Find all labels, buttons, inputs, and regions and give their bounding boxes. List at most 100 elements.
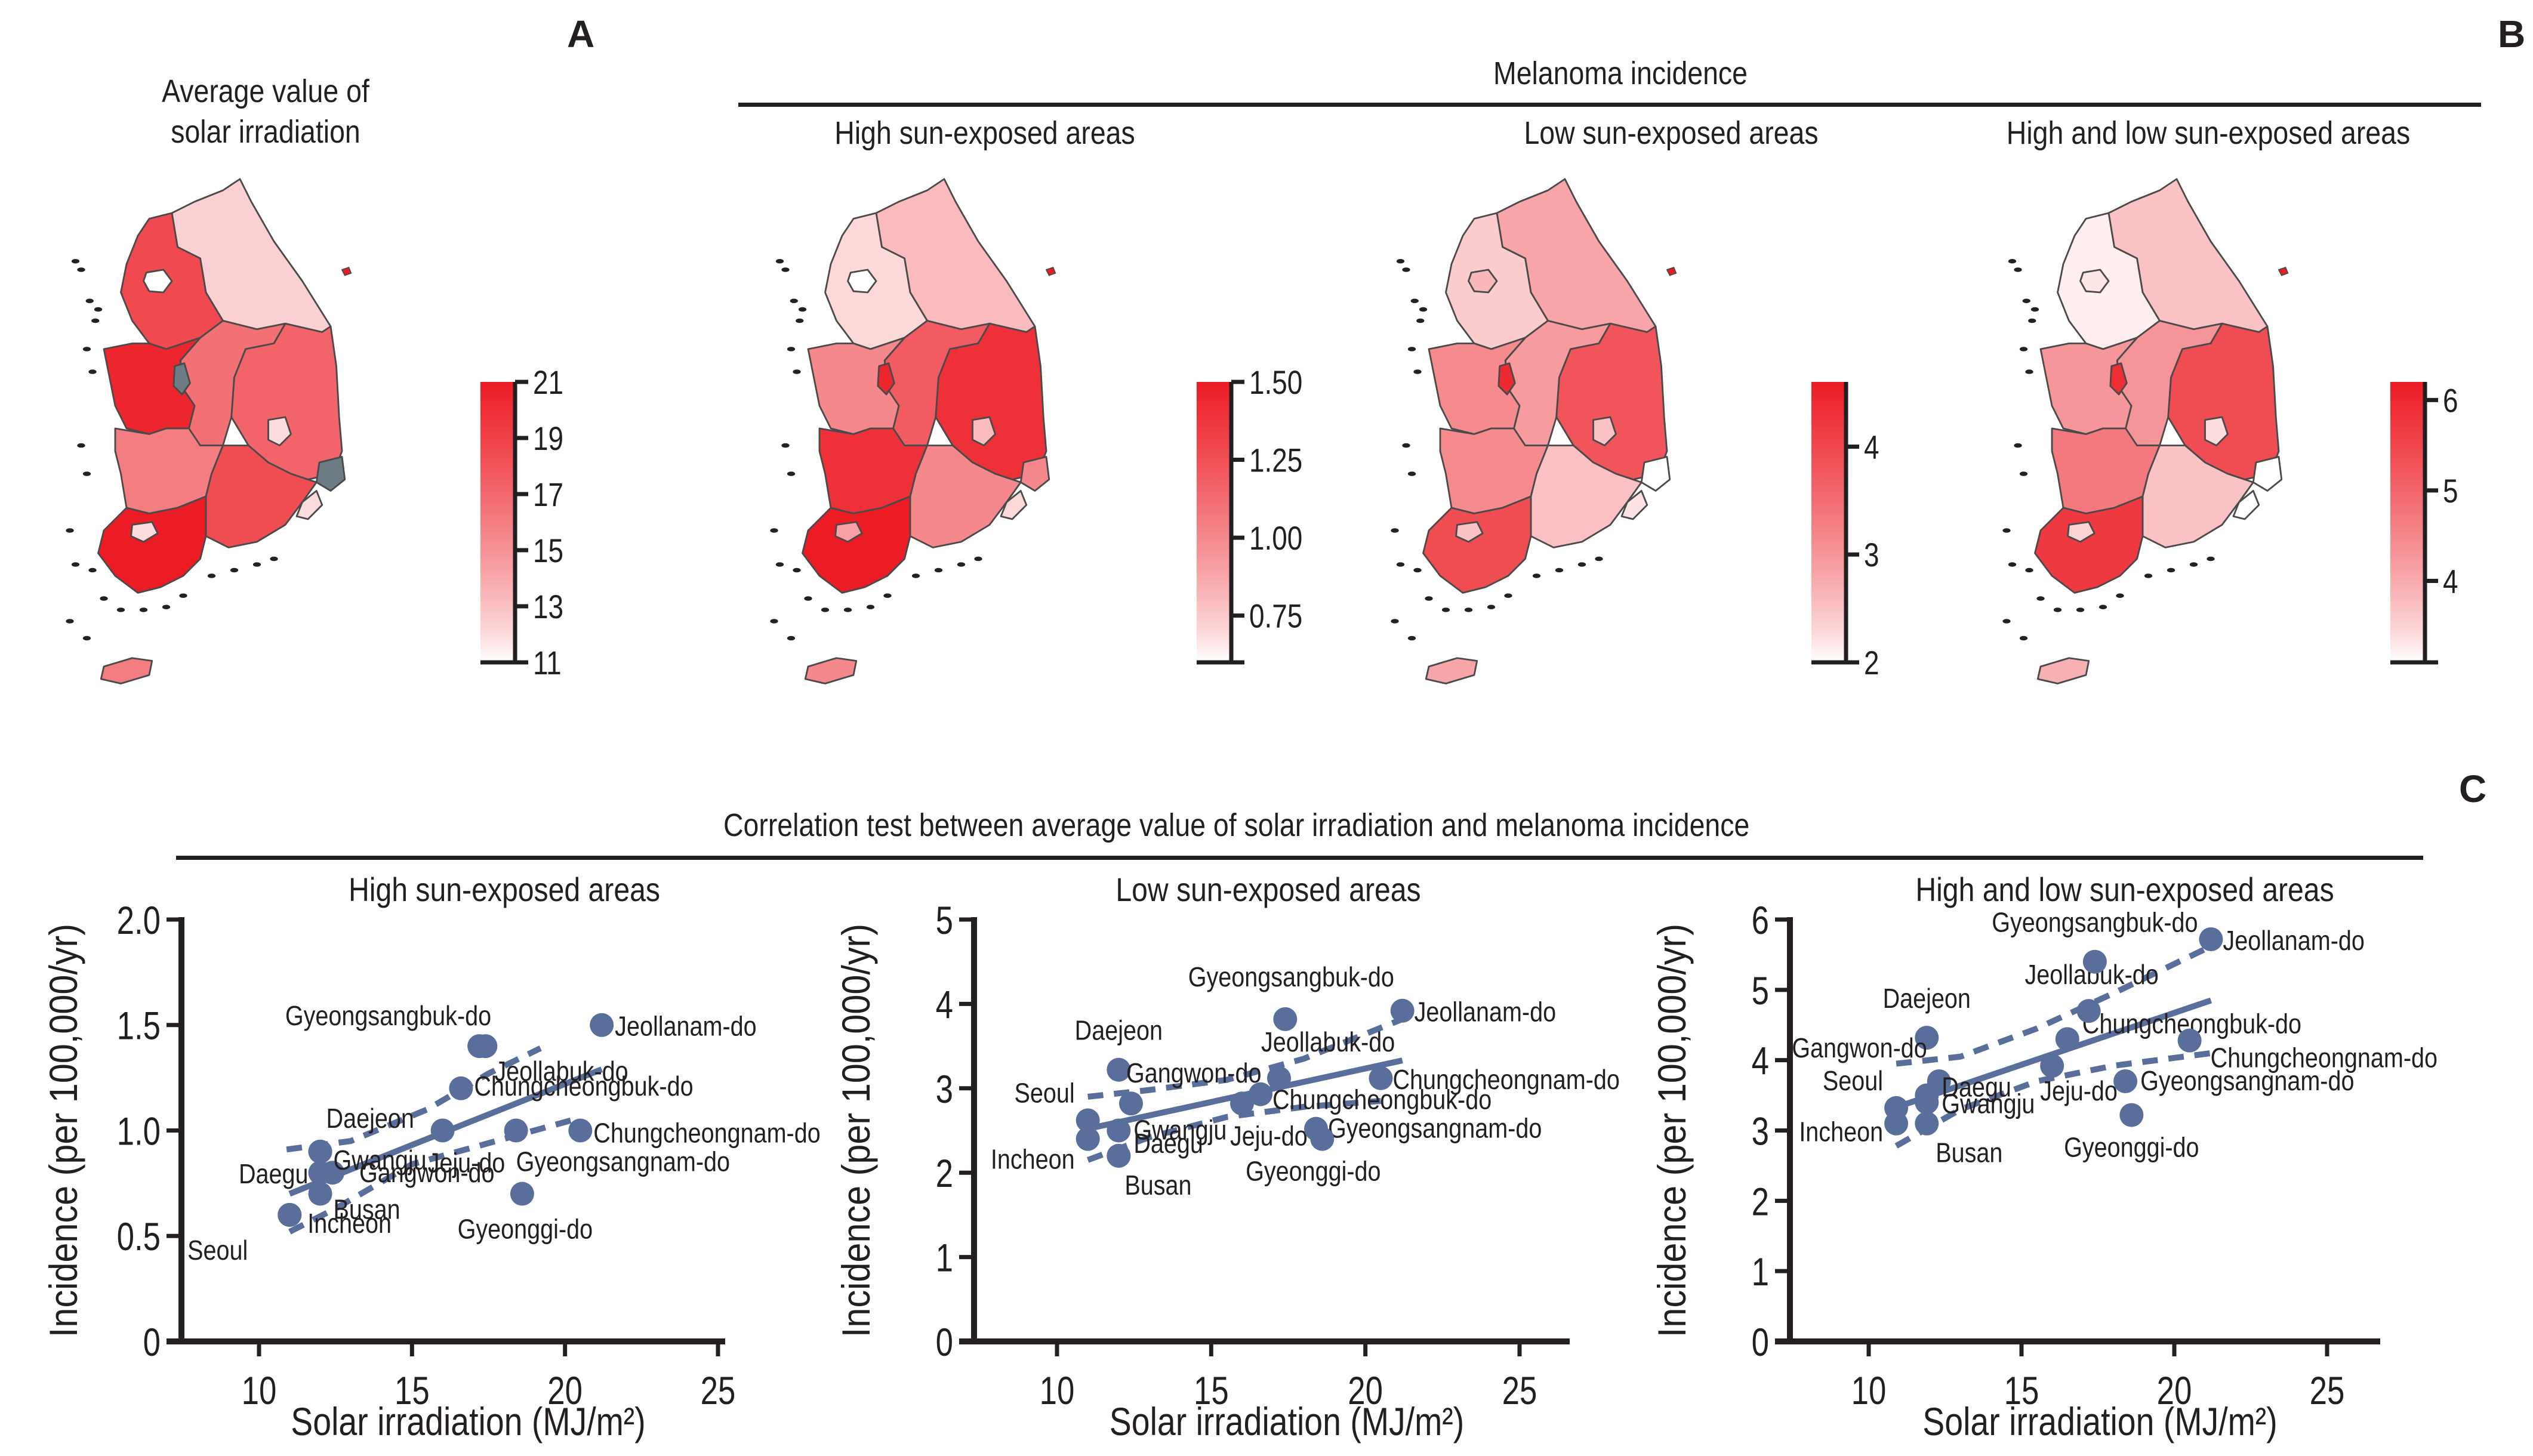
data-point-label: Gyeongsangbuk-do — [1992, 908, 2198, 938]
y-tick-label: 6 — [1752, 898, 1769, 942]
map-islet — [2025, 567, 2033, 573]
map-islet-dokdo — [1045, 267, 1056, 276]
x-tick-label: 10 — [242, 1368, 277, 1412]
y-tick-label: 4 — [936, 983, 953, 1027]
y-tick-label: 2 — [1752, 1180, 1769, 1224]
data-point — [590, 1013, 614, 1037]
map-region-ulsan — [2252, 456, 2283, 492]
data-point-label: Chungcheongnam-do — [593, 1118, 820, 1149]
map-islet — [77, 443, 85, 448]
y-tick-label: 3 — [936, 1067, 953, 1111]
map-islet — [2008, 562, 2017, 567]
map-islet — [911, 573, 920, 578]
map-region-gwangju — [2067, 521, 2096, 543]
map-islet — [1407, 636, 1416, 641]
map-islet — [1555, 567, 1564, 573]
ci-upper-line — [1896, 943, 2212, 1067]
map-islet — [2022, 298, 2030, 304]
data-point — [308, 1139, 332, 1164]
map-islet — [1464, 607, 1473, 612]
map-islet — [1402, 267, 1410, 272]
data-point — [473, 1034, 498, 1059]
map-islet — [82, 636, 91, 641]
map-islet — [2019, 636, 2028, 641]
map-islet — [1487, 604, 1496, 610]
map-a-title-line1: Average value of — [162, 73, 369, 109]
ci-lower-line — [1894, 1050, 2212, 1149]
map-islet — [82, 471, 91, 476]
data-point-label: Jeollanam-do — [615, 1011, 756, 1042]
map-islet — [2144, 573, 2153, 578]
y-tick-label: 5 — [1752, 968, 1769, 1013]
x-axis-label: Solar irradiation (MJ/m²) — [291, 1399, 645, 1443]
y-tick-label: 0 — [1752, 1320, 1769, 1364]
map-islet — [790, 298, 798, 304]
map-region-gwangju — [130, 521, 159, 543]
data-point — [449, 1076, 473, 1100]
map-region-jeollanam-do — [1422, 495, 1532, 594]
data-point — [321, 1161, 345, 1185]
data-point — [568, 1118, 593, 1143]
y-tick-label: 3 — [1752, 1109, 1769, 1153]
map-islet — [82, 347, 91, 351]
map-region-busan — [295, 490, 323, 520]
data-point — [430, 1118, 455, 1143]
colorbar-gradient — [1197, 382, 1229, 662]
map-islet — [207, 573, 216, 578]
map-region-gwangju — [834, 521, 863, 543]
map-solar — [66, 178, 352, 684]
map-islet — [71, 562, 80, 567]
data-point-label: Gyeonggi-do — [2064, 1133, 2199, 1163]
map-islet — [775, 258, 784, 264]
data-point-label: Daejeon — [1883, 983, 1971, 1014]
map-islet — [1402, 443, 1410, 448]
plot-title: High sun-exposed areas — [349, 872, 660, 909]
map-islet — [1391, 528, 1399, 533]
map-region-jeju-do — [100, 657, 153, 684]
data-point-label: Gyeongsangnam-do — [516, 1147, 730, 1177]
colorbar-both: 4 5 6 — [2390, 382, 2458, 665]
data-point — [510, 1182, 534, 1206]
map-islet — [793, 567, 801, 573]
map-islet — [1419, 307, 1428, 312]
data-point-label: Daejeon — [1075, 1016, 1163, 1046]
y-axis-label: Incidence (per 100,000/yr) — [42, 924, 86, 1337]
data-point-label: Gyeongsangnam-do — [2140, 1066, 2354, 1096]
map-islet — [2207, 556, 2215, 562]
data-point-label: Gyeongsangbuk-do — [1188, 962, 1394, 992]
map-islet — [866, 604, 875, 610]
scatter-plot-3: High and low sun-exposed areas 0 1 2 3 4 5 6 10 1… — [1650, 872, 2438, 1443]
map-islet — [2019, 471, 2028, 476]
x-tick-label: 20 — [1348, 1368, 1383, 1412]
y-tick-label: 0 — [936, 1320, 953, 1364]
colorbar-solar: 11 13 15 17 19 21 — [480, 364, 563, 681]
data-point-label: Chungcheongbuk-do — [474, 1071, 693, 1102]
data-point-label: Gangwon-do — [359, 1158, 494, 1188]
regression-line — [1895, 997, 2212, 1110]
data-point-label: Incheon — [991, 1145, 1075, 1175]
map-low — [1391, 178, 1677, 684]
data-point-label: Jeollabuk-do — [494, 1056, 628, 1087]
data-point — [1249, 1082, 1272, 1106]
map-high — [770, 178, 1056, 684]
data-point — [1107, 1118, 1131, 1143]
map-a-title-line2: solar irradiation — [171, 114, 360, 150]
map-islet — [957, 562, 966, 567]
data-point-label: Incheon — [307, 1208, 392, 1239]
colorbar-tick-label: 4 — [1864, 428, 1879, 465]
map-region-chungcheongnam-do — [103, 337, 201, 435]
map-region-daejeon — [877, 362, 895, 396]
map-region-chungcheongnam-do — [807, 337, 905, 435]
data-point-label: Seoul — [1823, 1066, 1883, 1096]
colorbar-tick-label: 1.00 — [1249, 520, 1302, 557]
colorbar-tick-label: 21 — [533, 364, 563, 401]
data-point — [1076, 1108, 1100, 1133]
choropleth-maps: 11 13 15 17 19 21 0.75 1.00 1.25 1.50 2 3 4 4 5 6 — [66, 178, 2458, 684]
map-islet — [1410, 298, 1419, 304]
map-region-daegu — [972, 416, 996, 446]
x-axis-label: Solar irradiation (MJ/m²) — [1110, 1399, 1464, 1443]
map-region-chungcheongnam-do — [1428, 337, 1526, 435]
ci-lower-line — [1086, 1098, 1381, 1163]
data-point — [2055, 1027, 2079, 1051]
data-point — [1310, 1127, 1335, 1151]
